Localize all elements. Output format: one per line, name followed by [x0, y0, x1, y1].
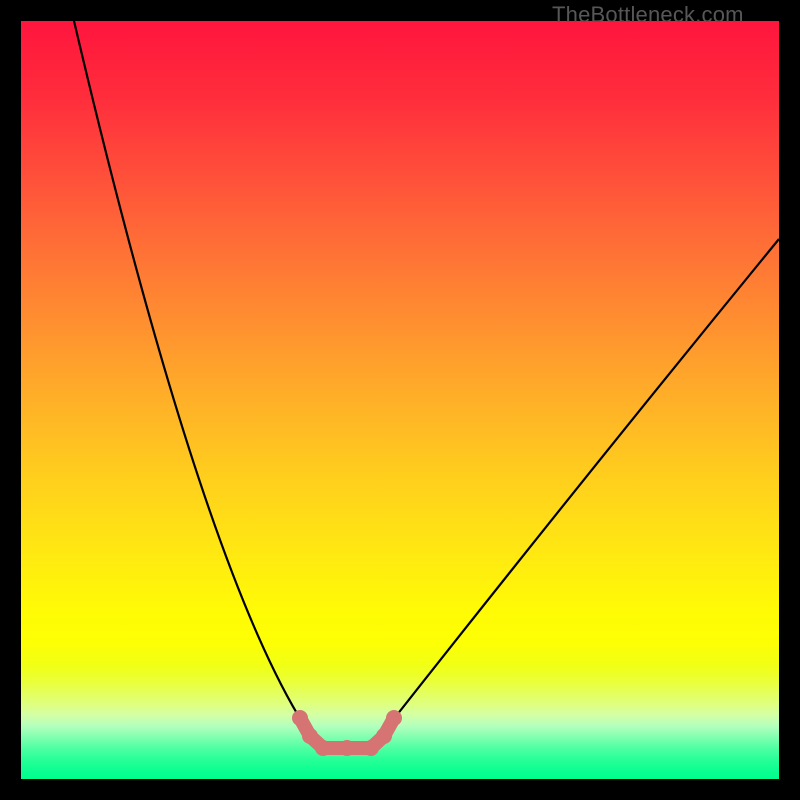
- marker-dot: [315, 740, 331, 756]
- marker-dot: [302, 728, 318, 744]
- chart-frame: TheBottleneck.com: [0, 0, 800, 800]
- marker-dot: [386, 710, 402, 726]
- marker-dot: [376, 728, 392, 744]
- watermark-text: TheBottleneck.com: [552, 2, 744, 28]
- marker-dot: [363, 740, 379, 756]
- gradient-background: [21, 21, 779, 779]
- chart-svg: [21, 21, 779, 779]
- marker-dot: [292, 710, 308, 726]
- marker-dot: [339, 740, 355, 756]
- plot-area: [21, 21, 779, 779]
